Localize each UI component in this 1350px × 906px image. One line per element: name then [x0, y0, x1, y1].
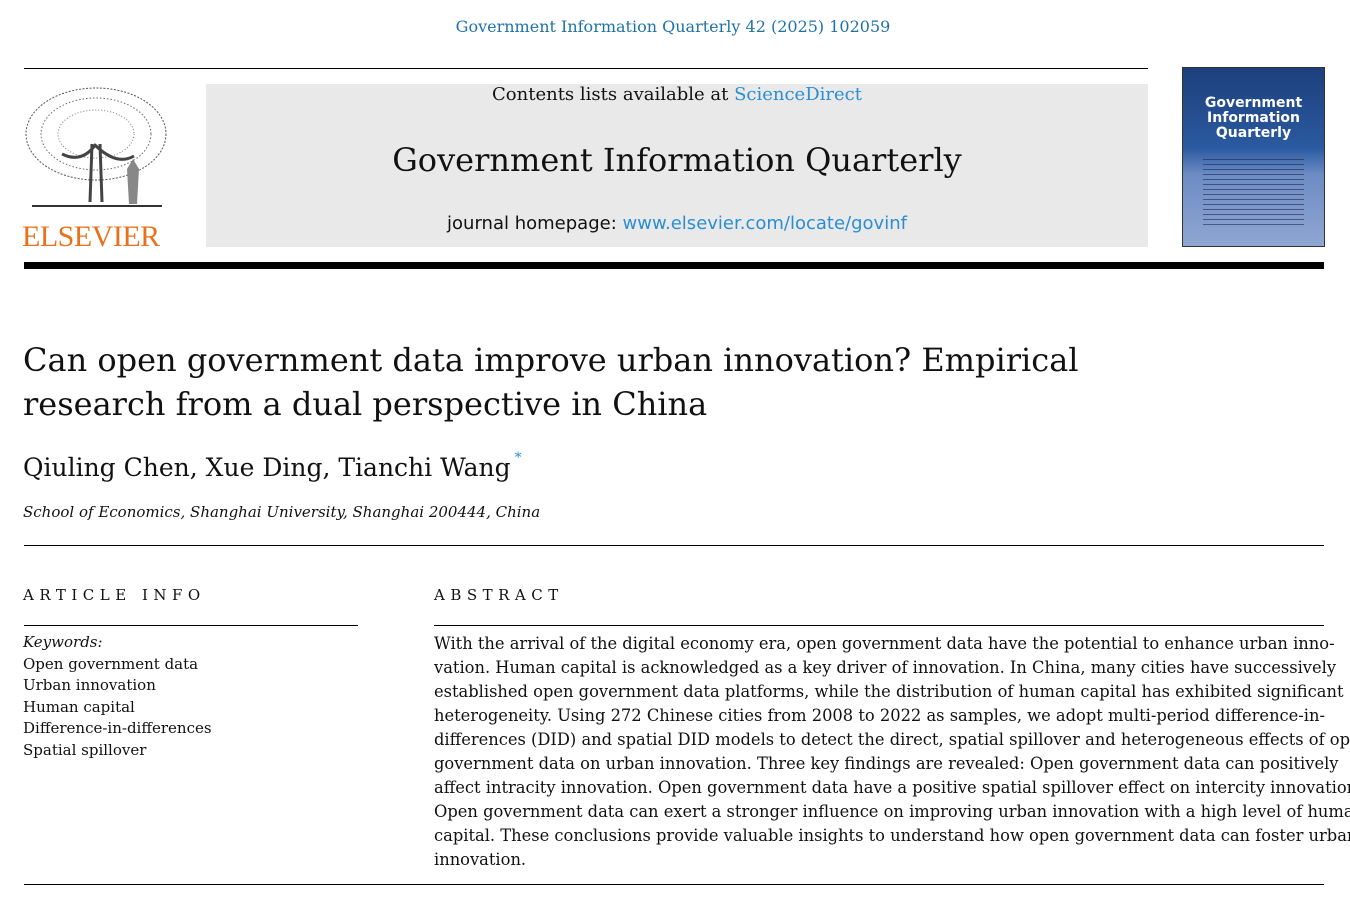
journal-cover-image[interactable]: Government Information Quarterly: [1182, 67, 1325, 247]
abstract-line: capital. These conclusions provide valua…: [434, 826, 1350, 845]
abstract-line: innovation.: [434, 850, 527, 869]
separator: ,: [189, 453, 206, 482]
corresponding-author-mark[interactable]: *: [514, 450, 522, 466]
contents-label: Contents lists available at: [492, 84, 735, 105]
divider: [434, 625, 1324, 626]
abstract-line: heterogeneity. Using 272 Chinese cities …: [434, 706, 1325, 725]
abstract-line: affect intracity innovation. Open govern…: [434, 778, 1350, 797]
keyword: Open government data: [23, 654, 199, 673]
tree-logo-icon: [25, 87, 167, 207]
author-list: Qiuling Chen, Xue Ding, Tianchi Wang *: [23, 450, 522, 482]
abstract-line: established open government data platfor…: [434, 682, 1344, 701]
journal-name: Government Information Quarterly: [392, 141, 962, 179]
author[interactable]: Qiuling Chen: [23, 453, 190, 482]
divider: [24, 68, 1148, 69]
elsevier-logo[interactable]: ELSEVIER: [22, 84, 172, 253]
keyword: Difference-in-differences: [23, 719, 212, 737]
abstract-line: Open government data can exert a stronge…: [434, 802, 1350, 821]
abstract-text: With the arrival of the digital economy …: [434, 632, 1350, 872]
separator: ,: [322, 453, 339, 482]
homepage-label: journal homepage:: [447, 213, 623, 234]
divider: [24, 625, 358, 626]
divider: [24, 545, 1324, 546]
article-info-heading: ARTICLE INFO: [23, 586, 206, 604]
journal-header: Contents lists available at ScienceDirec…: [206, 84, 1148, 247]
keyword: Spatial spillover: [23, 740, 147, 759]
affiliation: School of Economics, Shanghai University…: [23, 503, 541, 521]
abstract-line: government data on urban innovation. Thr…: [434, 754, 1339, 773]
abstract-line: differences (DID) and spatial DID models…: [434, 730, 1350, 749]
keyword: Human capital: [23, 697, 135, 716]
abstract-heading: ABSTRACT: [434, 586, 564, 604]
cover-title: Government Information Quarterly: [1204, 95, 1303, 141]
author[interactable]: Tianchi Wang: [338, 453, 511, 482]
cover-editors: [1203, 159, 1304, 229]
keywords: Keywords: Open government data Urban inn…: [23, 632, 212, 761]
journal-citation[interactable]: Government Information Quarterly 42 (202…: [455, 17, 891, 36]
author[interactable]: Xue Ding: [205, 453, 323, 482]
keywords-label: Keywords:: [23, 633, 103, 651]
elsevier-wordmark: ELSEVIER: [22, 220, 160, 253]
sciencedirect-link[interactable]: ScienceDirect: [734, 84, 862, 105]
keyword: Urban innovation: [23, 676, 156, 694]
homepage-link[interactable]: www.elsevier.com/locate/govinf: [622, 213, 907, 234]
abstract-line: With the arrival of the digital economy …: [434, 634, 1335, 653]
abstract-line: vation. Human capital is acknowledged as…: [434, 658, 1337, 677]
article-title: Can open government data improve urban i…: [23, 341, 1079, 423]
divider: [24, 884, 1324, 885]
header-divider: [24, 262, 1324, 269]
